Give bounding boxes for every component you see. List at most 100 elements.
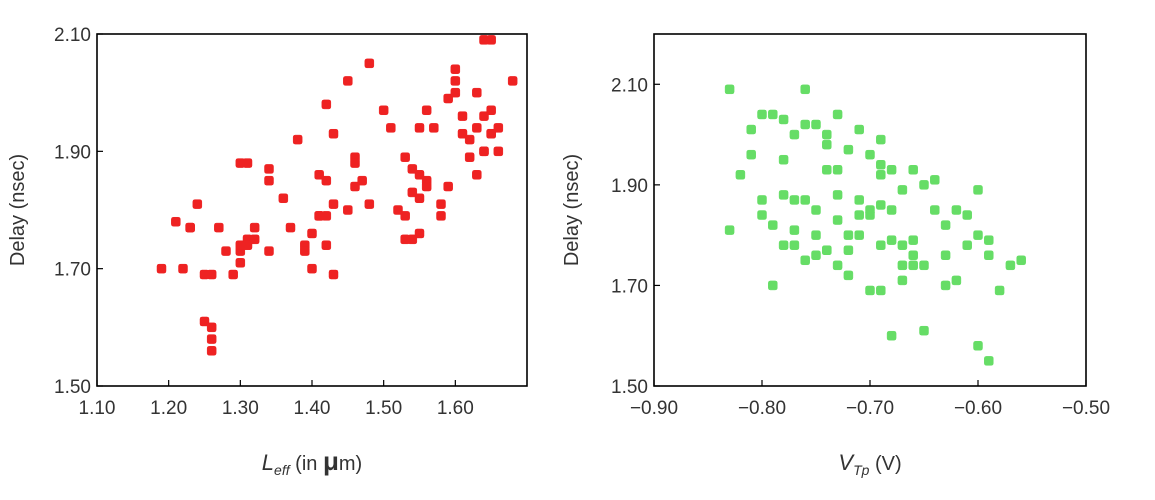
- x-tick-label: 1.40: [294, 398, 331, 419]
- data-point: [479, 111, 489, 121]
- data-point: [876, 159, 886, 170]
- x-tick-label: −0.70: [846, 398, 894, 419]
- data-point: [876, 170, 886, 180]
- data-point: [800, 255, 810, 266]
- data-point: [493, 123, 504, 133]
- data-point: [865, 149, 875, 160]
- x-tick-label: −0.80: [738, 398, 786, 419]
- data-point: [221, 246, 231, 256]
- data-point: [876, 240, 886, 250]
- data-point: [897, 275, 908, 286]
- data-point: [800, 119, 810, 130]
- data-point: [886, 330, 897, 341]
- data-point: [472, 87, 482, 98]
- data-point: [486, 128, 496, 139]
- data-point: [436, 199, 446, 209]
- data-point: [984, 356, 994, 366]
- data-point: [457, 111, 468, 121]
- data-point: [724, 225, 735, 235]
- data-point: [908, 260, 918, 271]
- data-point: [199, 269, 210, 280]
- data-point: [328, 269, 339, 280]
- data-point: [400, 152, 410, 162]
- y-axis-label: Delay (nsec): [561, 154, 583, 266]
- plot-frame: [96, 33, 528, 387]
- data-point: [832, 260, 843, 271]
- y-tick-label: 1.50: [54, 377, 91, 398]
- data-point: [811, 230, 821, 240]
- data-point: [768, 220, 778, 230]
- data-point: [364, 199, 375, 209]
- data-point: [897, 260, 908, 271]
- data-point: [908, 250, 918, 261]
- data-point: [493, 146, 504, 157]
- data-point: [228, 269, 238, 280]
- data-point: [832, 215, 843, 225]
- data-point: [843, 270, 854, 281]
- data-point: [854, 195, 864, 205]
- data-point: [378, 105, 389, 116]
- data-point: [407, 187, 418, 198]
- data-point: [386, 123, 396, 133]
- data-point: [757, 210, 767, 220]
- data-point: [876, 200, 886, 210]
- data-point: [328, 199, 339, 209]
- data-point: [178, 263, 188, 274]
- data-point: [951, 275, 962, 286]
- data-point: [421, 105, 432, 116]
- data-point: [789, 129, 800, 140]
- data-point: [789, 225, 800, 235]
- x-axis-label: VTp (V): [838, 450, 901, 478]
- data-point: [285, 222, 296, 233]
- data-point: [843, 144, 854, 155]
- data-point: [843, 245, 854, 255]
- x-tick-label: 1.10: [79, 398, 116, 419]
- x-axis-label-symbol: L: [262, 450, 274, 475]
- data-point: [507, 76, 518, 86]
- data-point: [789, 195, 800, 205]
- data-point: [472, 123, 482, 133]
- data-point: [450, 76, 461, 86]
- data-point: [919, 180, 929, 190]
- data-point: [321, 175, 332, 186]
- data-point: [800, 195, 810, 205]
- data-point: [307, 263, 317, 274]
- data-point: [429, 123, 439, 133]
- data-point: [472, 170, 482, 180]
- data-point: [407, 164, 418, 174]
- data-point: [264, 246, 274, 256]
- data-point: [343, 205, 353, 215]
- data-point: [778, 114, 789, 125]
- data-point: [811, 250, 821, 261]
- data-point: [314, 170, 324, 180]
- data-point: [414, 170, 425, 180]
- data-point: [811, 119, 821, 130]
- data-point: [789, 240, 800, 250]
- data-point: [393, 205, 403, 215]
- data-point: [214, 222, 224, 233]
- y-tick-label: 1.70: [611, 276, 648, 297]
- data-point: [249, 234, 260, 245]
- data-point: [822, 245, 832, 255]
- x-tick-label: −0.60: [954, 398, 1002, 419]
- data-point: [886, 235, 897, 245]
- x-axis-label: Leff (in μm): [262, 446, 362, 478]
- data-point: [400, 211, 410, 221]
- data-point: [984, 235, 994, 245]
- data-point: [930, 175, 940, 185]
- data-point: [854, 230, 864, 240]
- data-point: [235, 258, 246, 268]
- x-axis-label-subscript: Tp: [853, 462, 870, 478]
- chart-panel-2: −0.90 −0.80 −0.70 −0.60 −0.50 1.50 1.70 1.90 2.1…: [561, 33, 1110, 478]
- data-point: [357, 175, 367, 186]
- data-point: [414, 193, 425, 204]
- data-point: [843, 230, 854, 240]
- data-point: [919, 260, 929, 271]
- data-point: [1005, 260, 1016, 271]
- x-tick-label: −0.50: [1062, 398, 1110, 419]
- data-point: [264, 164, 274, 174]
- data-point: [206, 334, 217, 344]
- data-point: [156, 263, 167, 274]
- data-point: [865, 285, 875, 296]
